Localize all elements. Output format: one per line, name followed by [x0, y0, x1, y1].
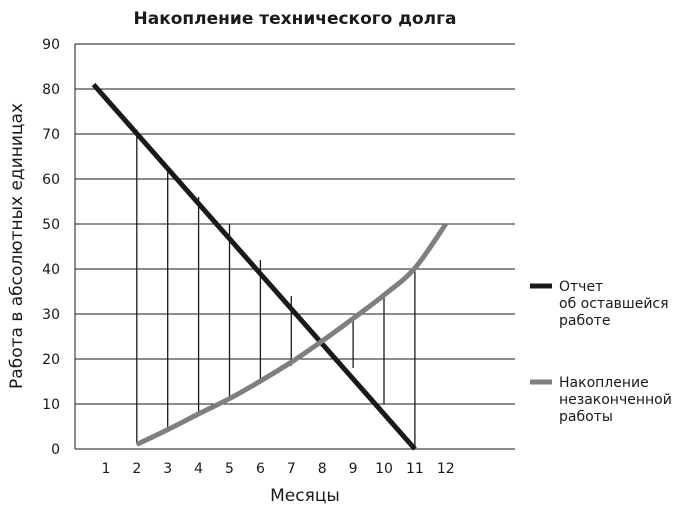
chart-title: Накопление технического долга	[134, 9, 457, 29]
x-tick-label: 8	[318, 461, 327, 477]
y-tick-label: 0	[51, 442, 60, 458]
x-tick-label: 9	[349, 461, 358, 477]
y-tick-label: 70	[42, 127, 60, 143]
y-tick-label: 60	[42, 172, 60, 188]
y-axis-label: Работа в абсолютных единицах	[7, 103, 27, 389]
y-tick-label: 50	[42, 217, 60, 233]
x-axis-label: Месяцы	[270, 486, 340, 506]
unfinished-work-line	[135, 222, 448, 447]
x-tick-label: 7	[287, 461, 296, 477]
x-tick-label: 2	[132, 461, 141, 477]
x-tick-label: 1	[101, 461, 110, 477]
y-tick-label: 10	[42, 397, 60, 413]
gap-lines	[136, 129, 416, 449]
y-tick-label: 20	[42, 352, 60, 368]
y-tick-label: 80	[42, 82, 60, 98]
x-tick-labels: 1 2 3 4 5 6 7 8 9 10 11 12	[101, 461, 454, 477]
x-tick-label: 11	[406, 461, 424, 477]
y-tick-label: 90	[42, 37, 60, 53]
legend-label: незаконченной	[559, 392, 672, 408]
legend-label: Накопление	[559, 375, 649, 391]
x-tick-label: 6	[256, 461, 265, 477]
legend-label: работы	[559, 409, 613, 425]
remaining-work-line	[91, 82, 417, 451]
x-tick-label: 12	[437, 461, 455, 477]
legend-label: работе	[559, 313, 610, 329]
gridlines	[74, 43, 515, 450]
y-tick-labels: 0 10 20 30 40 50 60 70 80 90	[42, 37, 60, 458]
legend-label: Отчет	[559, 279, 603, 295]
y-tick-label: 30	[42, 307, 60, 323]
x-tick-label: 3	[163, 461, 172, 477]
x-tick-label: 5	[225, 461, 234, 477]
x-tick-label: 4	[194, 461, 203, 477]
series-lines	[91, 82, 448, 451]
y-tick-label: 40	[42, 262, 60, 278]
legend-label: об оставшейся	[559, 296, 669, 312]
x-tick-label: 10	[375, 461, 393, 477]
